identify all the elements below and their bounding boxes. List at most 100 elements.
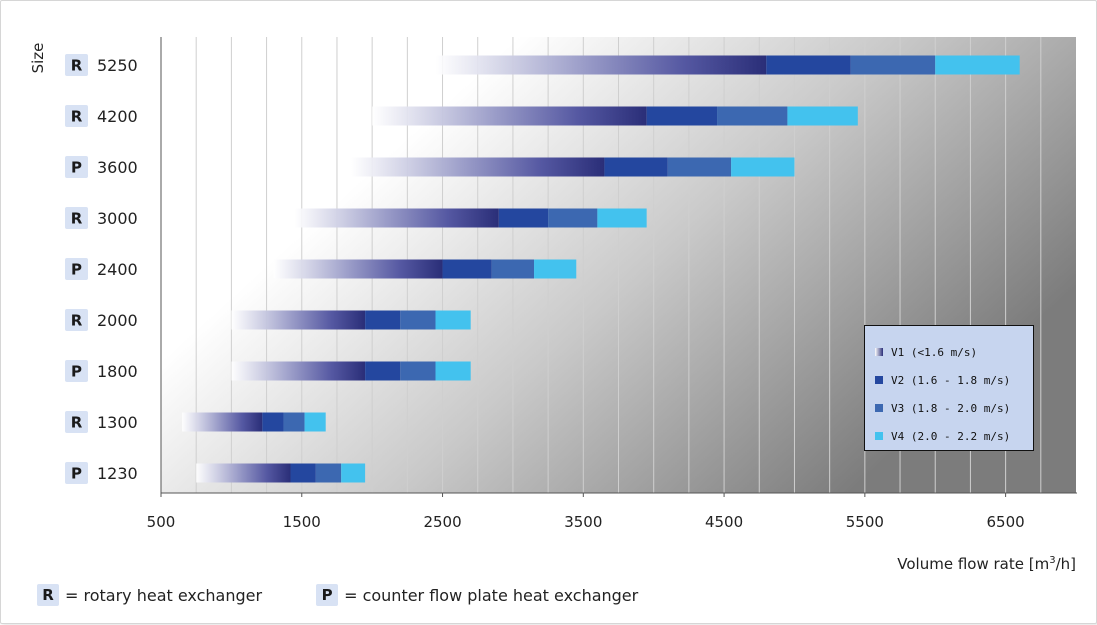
legend-swatch-v3 [875, 404, 883, 412]
size-label: 3000 [97, 209, 138, 228]
type-badge-label: P [71, 363, 82, 381]
x-axis-title: Volume flow rate [m3/h] [897, 555, 1076, 573]
bar-v4 [341, 463, 366, 483]
rotary-badge: R [37, 584, 59, 606]
size-label: 1230 [97, 464, 138, 483]
x-axis-title-sup: 3 [1049, 555, 1055, 566]
bar-v1 [351, 157, 605, 177]
bar-v3 [667, 157, 732, 177]
bar-v2 [262, 412, 284, 432]
bar-v4 [935, 55, 1020, 75]
bar-v4 [435, 361, 471, 381]
type-badge-label: R [71, 108, 83, 126]
footer-key: R = rotary heat exchanger P = counter fl… [37, 583, 638, 607]
bar-v4 [597, 208, 647, 228]
size-label: 5250 [97, 56, 138, 75]
bar-v1 [435, 55, 767, 75]
type-badge [65, 207, 88, 229]
legend-swatch-v2 [875, 376, 883, 384]
type-badge [65, 54, 88, 76]
legend-item-v1: V1 (<1.6 m/s) [875, 338, 1033, 366]
bar-v3 [717, 106, 788, 126]
rotary-description: = rotary heat exchanger [65, 585, 263, 605]
footer-plate: P = counter flow plate heat exchanger [316, 584, 638, 606]
legend-label-v1: V1 (<1.6 m/s) [891, 345, 978, 359]
type-badge [65, 411, 88, 433]
x-tick-label: 3500 [564, 513, 602, 531]
bar-v2 [365, 310, 401, 330]
bar-v3 [400, 361, 436, 381]
legend-swatch-v4 [875, 432, 883, 440]
size-label: 2000 [97, 311, 138, 330]
x-tick-label: 500 [147, 513, 176, 531]
plate-description: = counter flow plate heat exchanger [344, 585, 639, 605]
type-badge-label: R [71, 414, 83, 432]
bar-v1 [294, 208, 499, 228]
bar-v2 [365, 361, 401, 381]
size-label: 3600 [97, 158, 138, 177]
bar-v1 [231, 310, 366, 330]
bar-v1 [372, 106, 647, 126]
type-badge-label: R [71, 57, 83, 75]
size-label: 2400 [97, 260, 138, 279]
x-tick-label: 4500 [705, 513, 743, 531]
bar-v4 [731, 157, 795, 177]
legend-item-v3: V3 (1.8 - 2.0 m/s) [875, 394, 1033, 422]
type-badge-label: R [71, 210, 83, 228]
bar-v3 [400, 310, 436, 330]
type-badge-label: P [71, 159, 82, 177]
type-badge-label: P [71, 261, 82, 279]
x-axis-title-main: Volume flow rate [m [897, 555, 1049, 573]
plate-badge: P [316, 584, 339, 606]
bar-v4 [787, 106, 858, 126]
bar-v2 [766, 55, 851, 75]
size-label: 1300 [97, 413, 138, 432]
type-badge-label: R [71, 312, 83, 330]
bar-v2 [442, 259, 492, 279]
bar-v2 [290, 463, 316, 483]
size-label: 1800 [97, 362, 138, 381]
bar-series [182, 55, 1020, 483]
type-badge [65, 258, 88, 280]
legend-swatch-v1 [875, 348, 883, 356]
size-label: 4200 [97, 107, 138, 126]
type-badge [65, 360, 88, 382]
bar-v4 [304, 412, 326, 432]
legend: V1 (<1.6 m/s) V2 (1.6 - 1.8 m/s) V3 (1.8… [864, 325, 1034, 451]
bar-v1 [273, 259, 443, 279]
x-tick-label: 1500 [283, 513, 321, 531]
bar-v3 [850, 55, 936, 75]
legend-label-v2: V2 (1.6 - 1.8 m/s) [891, 373, 1011, 387]
bar-v3 [491, 259, 535, 279]
x-tick-label: 6500 [987, 513, 1025, 531]
legend-item-v2: V2 (1.6 - 1.8 m/s) [875, 366, 1033, 394]
bar-v1 [196, 463, 291, 483]
legend-item-v4: V4 (2.0 - 2.2 m/s) [875, 422, 1033, 450]
x-tick-label: 5500 [846, 513, 884, 531]
type-badge-label: P [71, 465, 82, 483]
bar-v2 [604, 157, 668, 177]
type-badge [65, 156, 88, 178]
legend-label-v4: V4 (2.0 - 2.2 m/s) [891, 429, 1011, 443]
y-axis-title: Size [29, 43, 47, 74]
bar-v3 [315, 463, 342, 483]
legend-label-v3: V3 (1.8 - 2.0 m/s) [891, 401, 1011, 415]
bar-v3 [283, 412, 305, 432]
bar-v1 [231, 361, 366, 381]
type-badge [65, 462, 88, 484]
bar-v4 [534, 259, 577, 279]
bar-v4 [435, 310, 471, 330]
size-labels: R 5250 R 4200 P 3600 R 3000 P 2400 R 2000 P 1800 R 1300… [65, 54, 138, 484]
bar-v1 [182, 412, 263, 432]
footer-rotary: R = rotary heat exchanger [37, 584, 262, 606]
bar-v2 [646, 106, 718, 126]
type-badge [65, 309, 88, 331]
bar-v2 [498, 208, 549, 228]
bar-v3 [548, 208, 598, 228]
x-tick-labels: 500 1500 2500 3500 4500 5500 6500 [147, 493, 1025, 531]
type-badge [65, 105, 88, 127]
x-axis-title-tail: /h] [1056, 555, 1076, 573]
x-tick-label: 2500 [423, 513, 461, 531]
